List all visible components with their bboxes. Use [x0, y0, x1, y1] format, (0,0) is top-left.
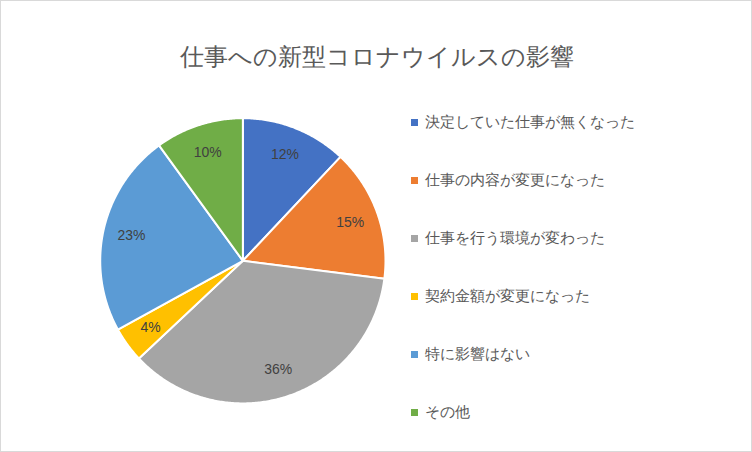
html-text:契約金額が変更になった: 契約金額が変更になった	[425, 287, 590, 304]
html-text:仕事を行う環境が変わった: 仕事を行う環境が変わった	[425, 229, 605, 246]
svg-text:12%: 12%	[271, 146, 299, 162]
html-text:特に影響はない: 特に影響はない	[425, 345, 530, 362]
html-text:仕事への新型コロナウイルスの影響: 仕事への新型コロナウイルスの影響	[180, 43, 574, 70]
html-text:その他: その他	[425, 403, 470, 420]
svg-text:15%: 15%	[336, 214, 364, 230]
svg-text:4%: 4%	[140, 319, 160, 335]
html-text:仕事の内容が変更になった: 仕事の内容が変更になった	[425, 171, 605, 188]
html-text:決定していた仕事が無くなった: 決定していた仕事が無くなった	[425, 113, 635, 130]
svg-text:23%: 23%	[118, 227, 146, 243]
svg-text:10%: 10%	[194, 144, 222, 160]
svg-text:36%: 36%	[264, 361, 292, 377]
